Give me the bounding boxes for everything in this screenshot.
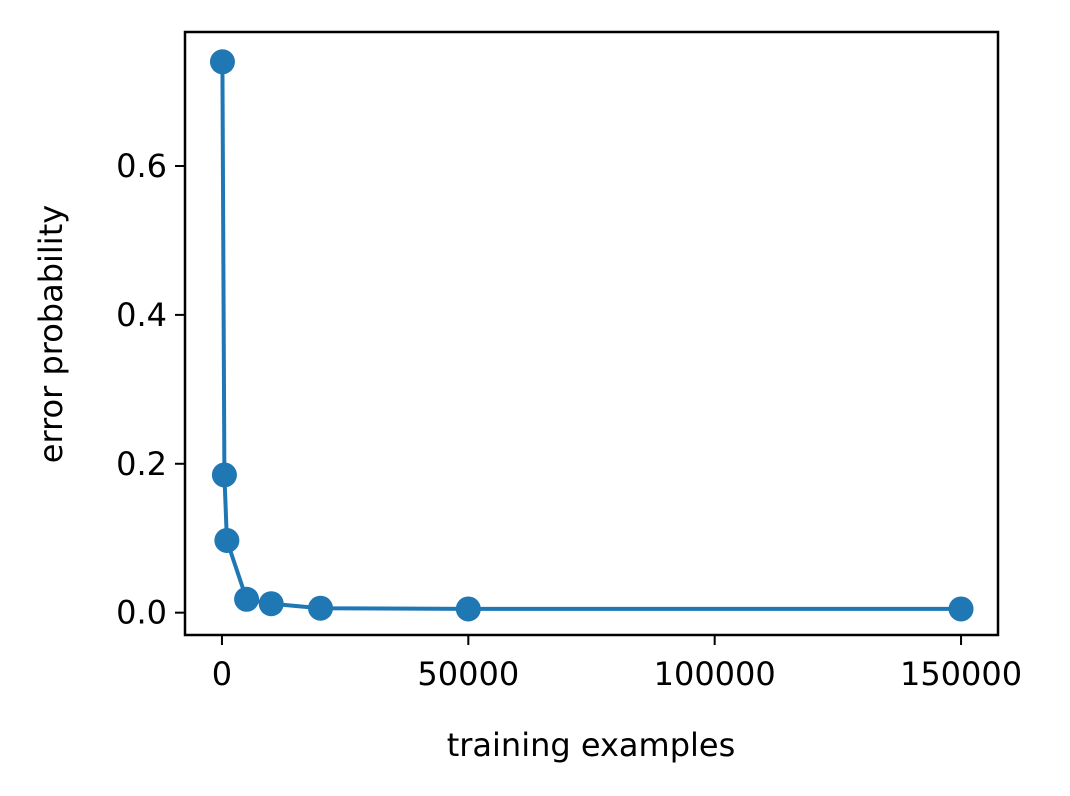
data-point xyxy=(211,462,237,488)
x-tick-label: 150000 xyxy=(900,655,1022,693)
y-axis-title: error probability xyxy=(32,205,70,463)
x-axis: 0 50000 100000 150000 xyxy=(212,635,1022,693)
data-point xyxy=(308,595,333,621)
data-point xyxy=(209,49,235,75)
data-point xyxy=(258,591,284,617)
data-point xyxy=(214,527,240,553)
y-tick-label: 0.4 xyxy=(116,296,167,334)
plot-frame xyxy=(183,30,1000,637)
data-point xyxy=(948,596,974,622)
series-line xyxy=(220,61,961,611)
y-axis: 0.0 0.2 0.4 0.6 xyxy=(116,147,185,632)
x-tick-label: 50000 xyxy=(417,655,519,693)
y-tick-label: 0.0 xyxy=(116,594,167,632)
x-tick-label: 100000 xyxy=(654,655,776,693)
y-tick-label: 0.6 xyxy=(116,147,167,185)
x-axis-title: training examples xyxy=(447,726,736,764)
series-layer xyxy=(209,49,974,622)
y-tick-label: 0.2 xyxy=(116,445,167,483)
data-point xyxy=(234,586,260,612)
data-point xyxy=(455,596,481,622)
x-tick-label: 0 xyxy=(212,655,232,693)
